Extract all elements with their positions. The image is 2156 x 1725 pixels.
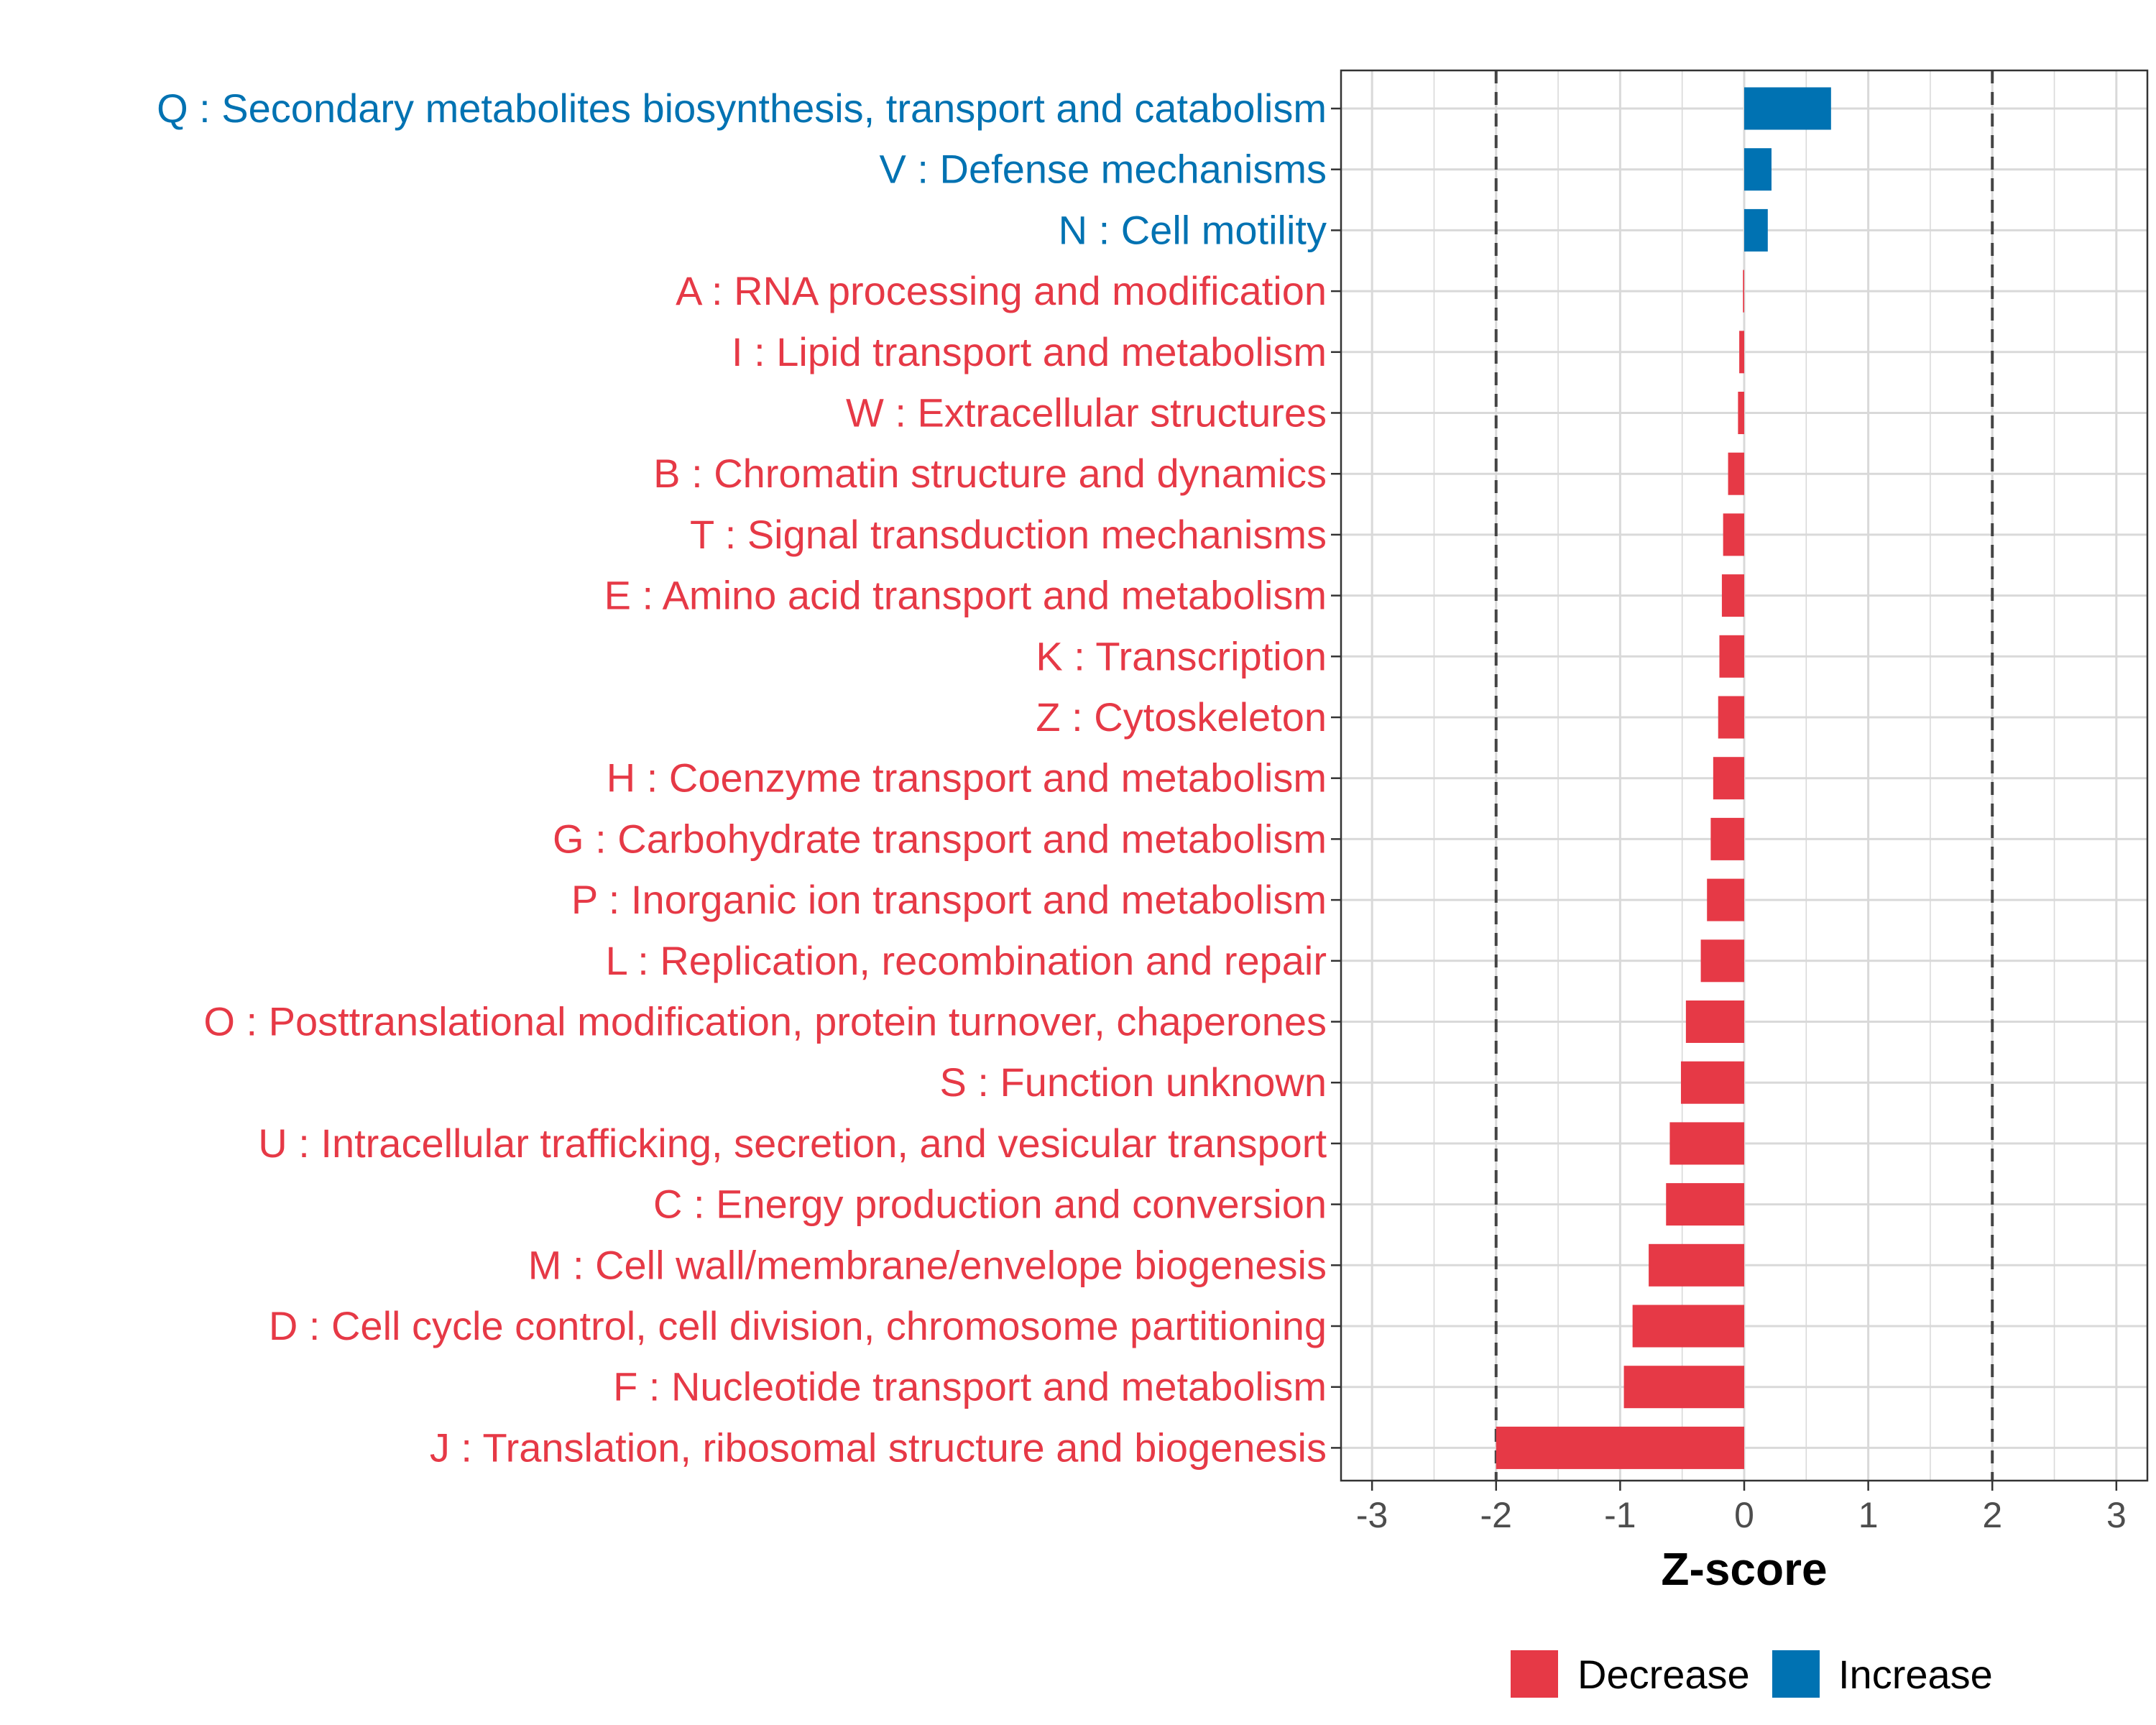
category-label: V : Defense mechanisms xyxy=(880,147,1327,192)
y-axis-ticks xyxy=(1331,107,1341,1449)
x-axis: -3 -2 -1 0 1 2 3 xyxy=(1356,1481,2127,1535)
bar-h xyxy=(1713,757,1744,800)
bar-v xyxy=(1744,148,1772,191)
bar-m xyxy=(1649,1243,1744,1287)
bar-e xyxy=(1721,574,1744,617)
category-label: T : Signal transduction mechanisms xyxy=(690,512,1327,557)
legend: Decrease Increase xyxy=(1511,1650,1993,1698)
bar-s xyxy=(1680,1061,1744,1104)
category-label: K : Transcription xyxy=(1036,633,1327,678)
bar-i xyxy=(1739,331,1744,374)
category-label: E : Amino acid transport and metabolism xyxy=(604,573,1327,618)
category-label: W : Extracellular structures xyxy=(846,390,1327,436)
x-tick-label: 0 xyxy=(1734,1495,1754,1535)
category-labels: Q : Secondary metabolites biosynthesis, … xyxy=(157,86,1327,1470)
threshold-lines xyxy=(1494,70,1994,1481)
category-label: O : Posttranslational modification, prot… xyxy=(203,999,1327,1044)
bar-g xyxy=(1710,817,1744,860)
category-label: L : Replication, recombination and repai… xyxy=(606,938,1327,983)
x-tick-label: 1 xyxy=(1858,1495,1879,1535)
bar-c xyxy=(1666,1183,1744,1226)
x-tick-label: 2 xyxy=(1982,1495,2002,1535)
category-label: C : Energy production and conversion xyxy=(653,1182,1327,1227)
legend-label-decrease: Decrease xyxy=(1577,1652,1750,1697)
bar-a xyxy=(1743,270,1744,313)
x-tick-label: -2 xyxy=(1480,1495,1512,1535)
bar-d xyxy=(1632,1305,1744,1348)
category-label: F : Nucleotide transport and metabolism xyxy=(613,1364,1327,1409)
category-label: S : Function unknown xyxy=(939,1059,1327,1105)
category-label: Q : Secondary metabolites biosynthesis, … xyxy=(157,86,1327,131)
bar-u xyxy=(1669,1122,1744,1165)
category-label: I : Lipid transport and metabolism xyxy=(732,329,1327,374)
category-label: J : Translation, ribosomal structure and… xyxy=(430,1425,1327,1470)
bar-f xyxy=(1623,1366,1744,1409)
bar-j xyxy=(1496,1426,1744,1469)
bar-b xyxy=(1728,452,1744,495)
x-axis-title: Z-score xyxy=(1661,1543,1827,1595)
bar-z xyxy=(1718,696,1744,739)
category-label: G : Carbohydrate transport and metabolis… xyxy=(553,816,1327,861)
bar-q xyxy=(1744,87,1831,130)
x-tick-label: 3 xyxy=(2106,1495,2127,1535)
legend-key-decrease xyxy=(1511,1650,1558,1698)
category-label: A : RNA processing and modification xyxy=(676,268,1327,313)
bar-p xyxy=(1707,878,1744,921)
bar-w xyxy=(1738,392,1744,434)
category-label: N : Cell motility xyxy=(1059,207,1327,252)
category-label: D : Cell cycle control, cell division, c… xyxy=(269,1303,1327,1348)
legend-key-increase xyxy=(1772,1650,1820,1698)
bar-t xyxy=(1723,513,1744,556)
bar-k xyxy=(1719,635,1744,678)
category-label: Z : Cytoskeleton xyxy=(1036,694,1327,740)
bar-o xyxy=(1685,1000,1744,1043)
category-label: H : Coenzyme transport and metabolism xyxy=(607,755,1327,801)
bars xyxy=(1496,87,1831,1469)
category-label: M : Cell wall/membrane/envelope biogenes… xyxy=(528,1242,1327,1287)
x-tick-label: -3 xyxy=(1356,1495,1388,1535)
legend-label-increase: Increase xyxy=(1838,1652,1993,1697)
category-label: P : Inorganic ion transport and metaboli… xyxy=(571,877,1327,922)
category-label: U : Intracellular trafficking, secretion… xyxy=(258,1121,1327,1166)
x-tick-label: -1 xyxy=(1604,1495,1636,1535)
bar-n xyxy=(1744,208,1768,252)
category-label: B : Chromatin structure and dynamics xyxy=(653,451,1327,496)
bar-l xyxy=(1700,939,1744,983)
